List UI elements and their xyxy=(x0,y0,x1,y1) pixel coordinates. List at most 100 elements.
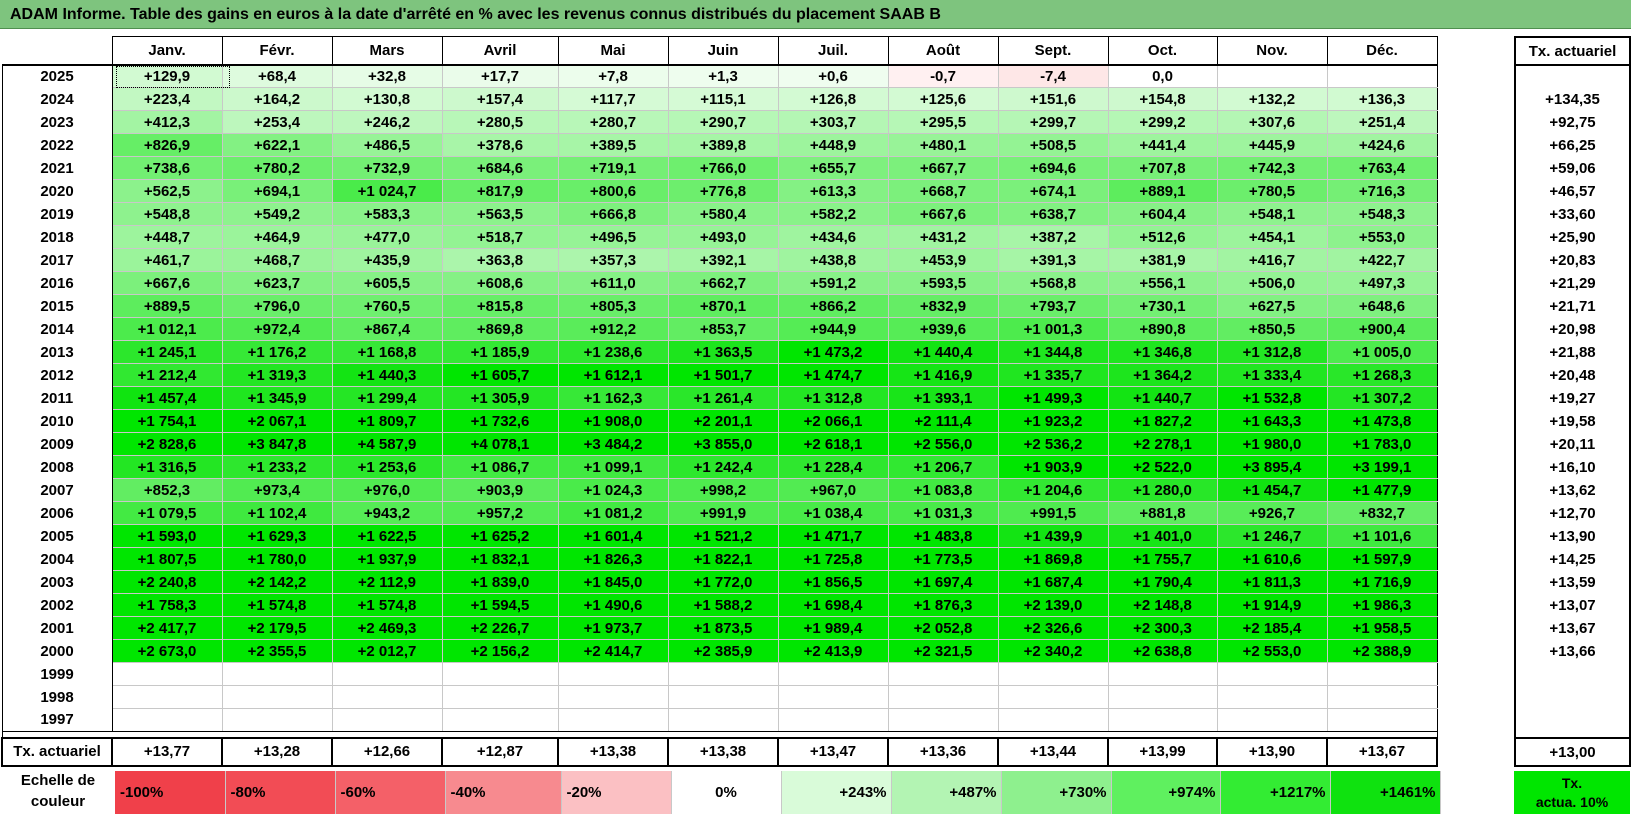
gain-cell[interactable]: +1 980,0 xyxy=(1216,432,1328,456)
gain-cell[interactable]: +623,7 xyxy=(221,271,333,295)
gain-cell[interactable]: +889,1 xyxy=(1107,179,1218,203)
gain-cell[interactable]: +2 618,1 xyxy=(777,432,889,456)
gain-cell[interactable]: +1 253,6 xyxy=(331,455,443,479)
gain-cell[interactable]: +1 176,2 xyxy=(221,340,333,364)
gain-cell[interactable]: +613,3 xyxy=(777,179,889,203)
gain-cell[interactable]: +667,7 xyxy=(887,156,999,180)
gain-cell[interactable]: +1 333,4 xyxy=(1216,363,1328,387)
gain-cell[interactable]: +389,5 xyxy=(557,133,669,157)
gain-cell[interactable] xyxy=(667,708,779,732)
gain-cell[interactable]: +591,2 xyxy=(777,271,889,295)
gain-cell[interactable]: +480,1 xyxy=(887,133,999,157)
gain-cell[interactable] xyxy=(1216,662,1328,686)
gain-cell[interactable]: +2 388,9 xyxy=(1326,639,1438,663)
gain-cell[interactable]: +2 278,1 xyxy=(1107,432,1218,456)
gain-cell[interactable]: +448,9 xyxy=(777,133,889,157)
gain-cell[interactable]: +943,2 xyxy=(331,501,443,525)
gain-cell[interactable]: +1 856,5 xyxy=(777,570,889,594)
gain-cell[interactable]: +1 574,8 xyxy=(221,593,333,617)
gain-cell[interactable]: +1 811,3 xyxy=(1216,570,1328,594)
gain-cell[interactable]: +732,9 xyxy=(331,156,443,180)
gain-cell[interactable]: +1 716,9 xyxy=(1326,570,1438,594)
gain-cell[interactable]: +2 066,1 xyxy=(777,409,889,433)
gain-cell[interactable]: +655,7 xyxy=(777,156,889,180)
gain-cell[interactable]: +246,2 xyxy=(331,110,443,134)
gain-cell[interactable]: +129,9 xyxy=(111,64,223,88)
gain-cell[interactable] xyxy=(1216,64,1328,88)
gain-cell[interactable]: +667,6 xyxy=(887,202,999,226)
gain-cell[interactable]: +666,8 xyxy=(557,202,669,226)
gain-cell[interactable]: +387,2 xyxy=(997,225,1109,249)
gain-cell[interactable]: +1 501,7 xyxy=(667,363,779,387)
gain-cell[interactable]: +2 179,5 xyxy=(221,616,333,640)
gain-cell[interactable]: +563,5 xyxy=(441,202,559,226)
gain-cell[interactable]: +1 454,7 xyxy=(1216,478,1328,502)
gain-cell[interactable]: +477,0 xyxy=(331,225,443,249)
gain-cell[interactable]: +416,7 xyxy=(1216,248,1328,272)
gain-cell[interactable] xyxy=(111,708,223,732)
gain-cell[interactable]: +299,7 xyxy=(997,110,1109,134)
gain-cell[interactable]: +1 839,0 xyxy=(441,570,559,594)
gain-cell[interactable]: +1 204,6 xyxy=(997,478,1109,502)
gain-cell[interactable] xyxy=(997,708,1109,732)
gain-cell[interactable]: +3 484,2 xyxy=(557,432,669,456)
gain-cell[interactable]: +707,8 xyxy=(1107,156,1218,180)
gain-cell[interactable]: +1 588,2 xyxy=(667,593,779,617)
gain-cell[interactable]: +253,4 xyxy=(221,110,333,134)
gain-cell[interactable]: +7,8 xyxy=(557,64,669,88)
gain-cell[interactable]: +1 416,9 xyxy=(887,363,999,387)
gain-cell[interactable]: +357,3 xyxy=(557,248,669,272)
gain-cell[interactable]: +126,8 xyxy=(777,87,889,111)
gain-cell[interactable]: +1 245,1 xyxy=(111,340,223,364)
gain-cell[interactable]: +1 246,7 xyxy=(1216,524,1328,548)
gain-cell[interactable]: +1 605,7 xyxy=(441,363,559,387)
gain-cell[interactable]: +1 612,1 xyxy=(557,363,669,387)
gain-cell[interactable]: +1 499,3 xyxy=(997,386,1109,410)
gain-cell[interactable]: +719,1 xyxy=(557,156,669,180)
gain-cell[interactable]: +453,9 xyxy=(887,248,999,272)
gain-cell[interactable]: +1 162,3 xyxy=(557,386,669,410)
gain-cell[interactable] xyxy=(667,662,779,686)
gain-cell[interactable]: +832,7 xyxy=(1326,501,1438,525)
gain-cell[interactable]: +1 521,2 xyxy=(667,524,779,548)
gain-cell[interactable]: +1 869,8 xyxy=(997,547,1109,571)
gain-cell[interactable]: +363,8 xyxy=(441,248,559,272)
gain-cell[interactable]: +826,9 xyxy=(111,133,223,157)
gain-cell[interactable]: +1 625,2 xyxy=(441,524,559,548)
gain-cell[interactable] xyxy=(557,662,669,686)
gain-cell[interactable]: +2 469,3 xyxy=(331,616,443,640)
gain-cell[interactable] xyxy=(997,685,1109,709)
gain-cell[interactable]: +1 083,8 xyxy=(887,478,999,502)
gain-cell[interactable] xyxy=(331,662,443,686)
gain-cell[interactable]: +604,4 xyxy=(1107,202,1218,226)
gain-cell[interactable] xyxy=(887,685,999,709)
gain-cell[interactable]: +796,0 xyxy=(221,294,333,318)
gain-cell[interactable]: +2 536,2 xyxy=(997,432,1109,456)
gain-cell[interactable]: +251,4 xyxy=(1326,110,1438,134)
gain-cell[interactable]: +431,2 xyxy=(887,225,999,249)
gain-cell[interactable]: +17,7 xyxy=(441,64,559,88)
gain-cell[interactable]: +1 601,4 xyxy=(557,524,669,548)
gain-cell[interactable]: +867,4 xyxy=(331,317,443,341)
gain-cell[interactable]: +1 346,8 xyxy=(1107,340,1218,364)
gain-cell[interactable]: +583,3 xyxy=(331,202,443,226)
gain-cell[interactable]: +2 340,2 xyxy=(997,639,1109,663)
gain-cell[interactable]: +1 807,5 xyxy=(111,547,223,571)
gain-cell[interactable]: +1 012,1 xyxy=(111,317,223,341)
gain-cell[interactable]: +568,8 xyxy=(997,271,1109,295)
gain-cell[interactable] xyxy=(887,662,999,686)
gain-cell[interactable]: +506,0 xyxy=(1216,271,1328,295)
gain-cell[interactable]: +2 828,6 xyxy=(111,432,223,456)
gain-cell[interactable]: +1 989,4 xyxy=(777,616,889,640)
gain-cell[interactable]: +890,8 xyxy=(1107,317,1218,341)
gain-cell[interactable]: +766,0 xyxy=(667,156,779,180)
gain-cell[interactable]: +1 345,9 xyxy=(221,386,333,410)
gain-cell[interactable]: +496,5 xyxy=(557,225,669,249)
gain-cell[interactable]: +1 783,0 xyxy=(1326,432,1438,456)
gain-cell[interactable]: +2 201,1 xyxy=(667,409,779,433)
gain-cell[interactable]: +1 845,0 xyxy=(557,570,669,594)
gain-cell[interactable]: +68,4 xyxy=(221,64,333,88)
gain-cell[interactable]: +760,5 xyxy=(331,294,443,318)
gain-cell[interactable]: +2 012,7 xyxy=(331,639,443,663)
gain-cell[interactable]: +991,5 xyxy=(997,501,1109,525)
